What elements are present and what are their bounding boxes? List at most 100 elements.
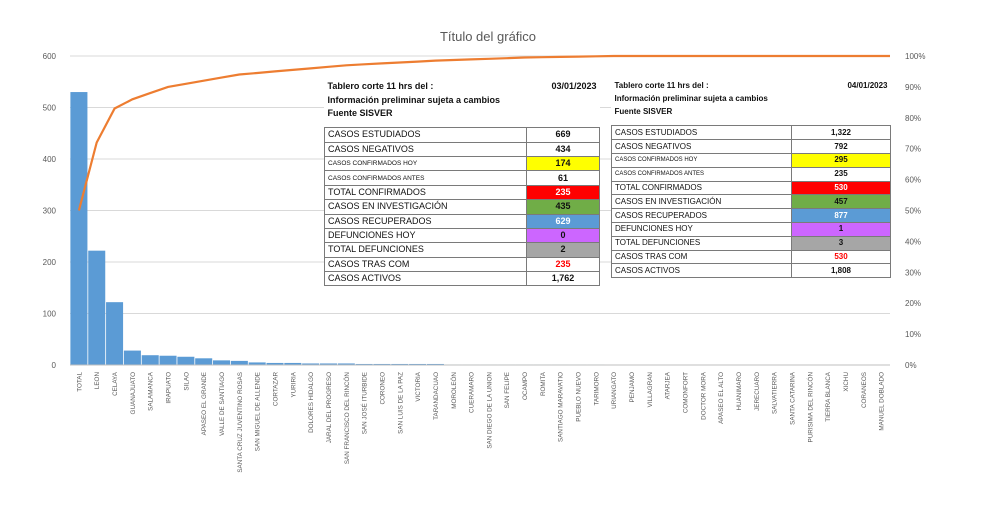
table-row: CASOS NEGATIVOS 792 (611, 139, 891, 154)
x-tick-label: PENJAMO (629, 372, 636, 403)
row-label: CASOS TRAS COM (324, 256, 527, 273)
table-row: TOTAL DEFUNCIONES 2 (324, 242, 600, 258)
chart-title: Título del gráfico (440, 29, 536, 44)
table-row: CASOS ESTUDIADOS 669 (324, 127, 600, 143)
table-row: TOTAL DEFUNCIONES 3 (611, 235, 891, 251)
table-header-row: Fuente SISVER (612, 106, 891, 119)
y-tick-label: 400 (43, 155, 57, 164)
row-value: 1,808 (791, 263, 891, 279)
table-header-row: Información preliminar sujeta a cambios (612, 93, 891, 106)
x-tick-label: YURIRIA (290, 371, 297, 397)
x-tick-label: GUANAJUATO (130, 372, 137, 415)
bar (409, 363, 427, 365)
bar (123, 350, 141, 365)
bar (319, 363, 337, 365)
row-value: 174 (526, 155, 600, 172)
x-tick-label: MANUEL DOBLADO (879, 372, 886, 431)
header-label: Información preliminar sujeta a cambios (614, 94, 768, 104)
table-row: CASOS CONFIRMADOS HOY 295 (611, 152, 891, 168)
cumulative-line (77, 54, 890, 211)
row-label: CASOS CONFIRMADOS HOY (324, 155, 527, 172)
x-tick-label: TOTAL (76, 372, 83, 392)
x-tick-label: XICHU (843, 372, 850, 392)
x-tick-label: CELAYA (112, 371, 119, 396)
row-value: 2 (526, 242, 600, 258)
x-tick-label: VILLAGRAN (647, 372, 654, 408)
x-tick-label: JERECUARO (754, 372, 761, 411)
bar (106, 302, 124, 365)
row-label: CASOS CONFIRMADOS ANTES (611, 166, 792, 182)
row-value: 235 (791, 166, 891, 182)
row-value: 235 (526, 184, 600, 201)
row-label: CASOS TRAS COM (611, 249, 792, 265)
x-tick-label: SAN DIEGO DE LA UNION (486, 372, 493, 449)
row-label: CASOS CONFIRMADOS HOY (611, 152, 792, 168)
table-row: CASOS TRAS COM 235 (324, 256, 600, 273)
x-tick-label: SAN FELIPE (504, 372, 511, 408)
header-date (792, 93, 891, 106)
table-row: CASOS CONFIRMADOS HOY 174 (324, 155, 600, 172)
x-tick-label: IRAPUATO (166, 372, 173, 404)
cumulative-line-series (77, 54, 890, 211)
x-tick-label: APASEO EL GRANDE (201, 372, 208, 435)
x-tick-label: LEON (94, 372, 101, 390)
x-tick-label: DOCTOR MORA (700, 371, 707, 420)
bar (284, 362, 302, 365)
y-tick-label: 600 (43, 52, 57, 61)
bar (337, 363, 355, 365)
table-row: CASOS EN INVESTIGACIÓN 435 (324, 199, 600, 215)
x-tick-label: DOLORES HIDALGO (308, 372, 315, 433)
y2-tick-label: 30% (905, 268, 921, 277)
header-label: Fuente SISVER (327, 107, 393, 118)
summary-table-03-01: Tablero corte 11 hrs del : 03/01/2023 Info… (324, 80, 600, 287)
y2-tick-label: 100% (905, 52, 925, 61)
bar (213, 360, 231, 365)
x-tick-label: JARAL DEL PROGRESO (326, 372, 333, 443)
header-label: Tablero corte 11 hrs del : (327, 81, 434, 92)
bar-series (70, 92, 605, 366)
header-date: 03/01/2023 (551, 81, 597, 92)
row-value: 877 (791, 208, 891, 223)
y2-tick-label: 50% (905, 207, 921, 216)
row-label: CASOS ESTUDIADOS (611, 125, 792, 141)
row-value: 435 (526, 199, 600, 215)
x-tick-label: SANTIAGO MARAVATIO (558, 372, 565, 442)
row-value: 235 (526, 256, 600, 273)
x-tick-label: SAN FRANCISCO DEL RINCÓN (342, 372, 351, 465)
bar (302, 363, 320, 365)
row-value: 1 (791, 221, 891, 237)
y-tick-label: 500 (43, 104, 57, 113)
bar (391, 363, 409, 365)
x-tick-label: PURISIMA DEL RINCÓN (805, 372, 814, 443)
bar (159, 355, 177, 365)
table-row: CASOS RECUPERADOS 877 (611, 208, 891, 223)
x-tick-label: URIANGATO (611, 372, 618, 409)
row-value: 457 (791, 194, 891, 210)
bar (426, 363, 444, 365)
row-label: TOTAL CONFIRMADOS (324, 184, 527, 201)
row-value: 295 (791, 152, 891, 168)
row-label: CASOS EN INVESTIGACIÓN (611, 194, 792, 210)
row-value: 434 (526, 141, 600, 157)
table-row: CASOS EN INVESTIGACIÓN 457 (611, 194, 891, 210)
y-axis-right: 0% 10% 20% 30% 40% 50% 60% 70% 80% 90% 100% (905, 52, 925, 370)
spacer-row (325, 120, 600, 128)
y2-tick-label: 0% (905, 361, 917, 370)
x-tick-label: SAN MIGUEL DE ALLENDE (255, 372, 262, 451)
y2-tick-label: 80% (905, 114, 921, 123)
header-date (527, 93, 600, 106)
y-tick-label: 200 (43, 258, 57, 267)
x-tick-label: CORANEOS (861, 372, 868, 408)
x-tick-label: SAN JOSÉ ITURBIDE (360, 372, 369, 434)
row-label: CASOS NEGATIVOS (324, 141, 527, 157)
table-header-row: Información preliminar sujeta a cambios (325, 93, 600, 106)
table-row: CASOS CONFIRMADOS ANTES 235 (611, 166, 891, 182)
row-value: 61 (526, 170, 600, 186)
y-tick-label: 0 (52, 361, 57, 370)
x-tick-label: SAN LUIS DE LA PAZ (397, 372, 404, 434)
table-row: CASOS TRAS COM 530 (611, 249, 891, 265)
y2-tick-label: 40% (905, 237, 921, 246)
x-tick-label: CORTAZAR (273, 372, 280, 407)
row-label: CASOS CONFIRMADOS ANTES (324, 170, 527, 186)
row-label: CASOS NEGATIVOS (611, 139, 792, 154)
